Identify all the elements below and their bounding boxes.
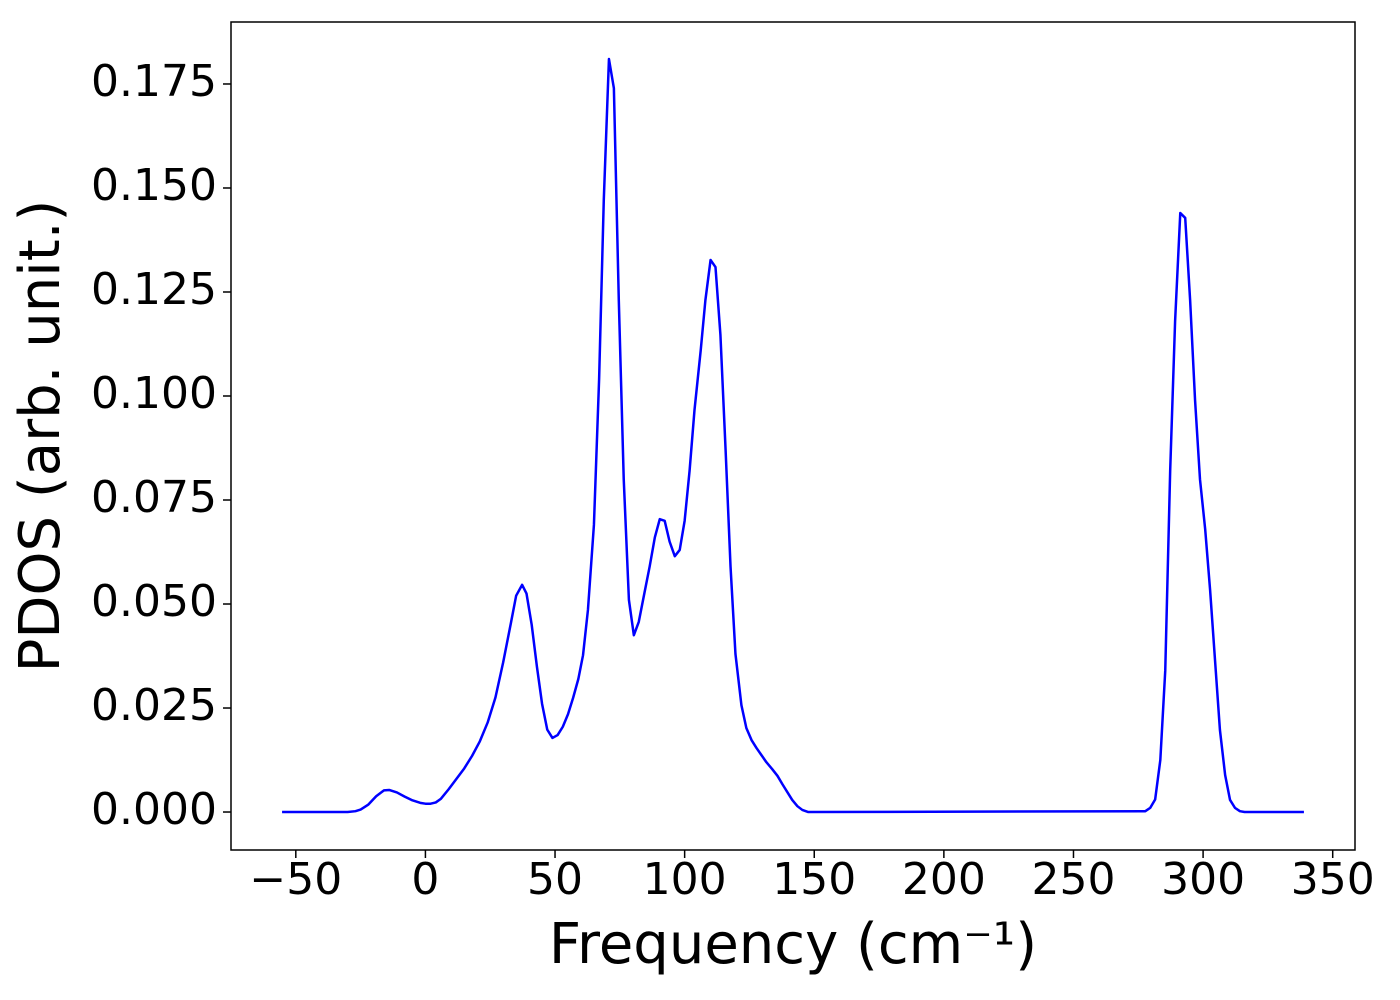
- y-tick-label: 0.150: [91, 160, 217, 211]
- x-tick-label: 100: [643, 854, 727, 905]
- y-tick-label: 0.050: [91, 576, 217, 627]
- x-tick-label: 0: [411, 854, 439, 905]
- y-tick-label: 0.100: [91, 368, 217, 419]
- x-tick-label: 300: [1161, 854, 1245, 905]
- line-series: [282, 57, 1304, 814]
- x-tick-label: 150: [772, 854, 856, 905]
- x-tick-label: 350: [1291, 854, 1375, 905]
- x-tick-label: 50: [527, 854, 583, 905]
- x-axis-label: Frequency (cm⁻¹): [549, 912, 1037, 977]
- y-axis-label: PDOS (arb. unit.): [8, 200, 73, 673]
- y-tick-label: 0.125: [91, 264, 217, 315]
- x-tick-label: 250: [1031, 854, 1115, 905]
- plot-frame: [230, 21, 1356, 851]
- y-tick-label: 0.175: [91, 56, 217, 107]
- y-tick-label: 0.000: [91, 784, 217, 835]
- x-tick-label: 200: [902, 854, 986, 905]
- y-tick-label: 0.025: [91, 680, 217, 731]
- y-tick-label: 0.075: [91, 472, 217, 523]
- x-tick-label: −50: [249, 854, 342, 905]
